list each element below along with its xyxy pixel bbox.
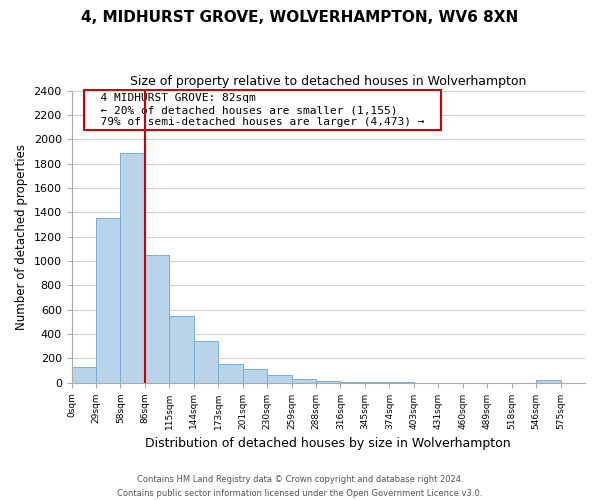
Bar: [267, 376, 292, 382]
Bar: [121, 152, 145, 382]
Bar: [145, 255, 169, 382]
Bar: [96, 218, 121, 382]
Bar: [169, 316, 194, 382]
Bar: [194, 341, 218, 382]
X-axis label: Distribution of detached houses by size in Wolverhampton: Distribution of detached houses by size …: [145, 437, 511, 450]
Y-axis label: Number of detached properties: Number of detached properties: [15, 144, 28, 330]
Bar: [536, 380, 560, 382]
Text: 4 MIDHURST GROVE: 82sqm
  ← 20% of detached houses are smaller (1,155)
  79% of : 4 MIDHURST GROVE: 82sqm ← 20% of detache…: [87, 94, 438, 126]
Bar: [71, 368, 96, 382]
Title: Size of property relative to detached houses in Wolverhampton: Size of property relative to detached ho…: [130, 75, 526, 88]
Text: 4, MIDHURST GROVE, WOLVERHAMPTON, WV6 8XN: 4, MIDHURST GROVE, WOLVERHAMPTON, WV6 8X…: [82, 10, 518, 25]
Bar: [242, 369, 267, 382]
Bar: [218, 364, 242, 382]
Bar: [316, 381, 340, 382]
Bar: [292, 379, 316, 382]
Text: Contains HM Land Registry data © Crown copyright and database right 2024.
Contai: Contains HM Land Registry data © Crown c…: [118, 476, 482, 498]
